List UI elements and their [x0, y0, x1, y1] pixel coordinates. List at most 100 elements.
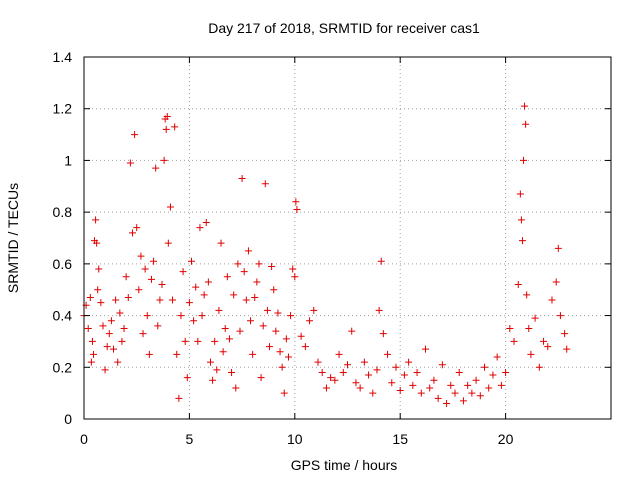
data-point — [525, 325, 533, 332]
data-point — [266, 343, 274, 351]
data-point — [122, 273, 130, 281]
data-point — [293, 206, 301, 214]
data-point — [489, 371, 497, 379]
data-point — [133, 224, 141, 232]
data-points — [80, 102, 571, 407]
data-point — [413, 368, 421, 376]
data-point — [426, 384, 434, 392]
data-point — [270, 286, 278, 294]
data-point — [143, 312, 151, 320]
y-axis-label: SRMTID / TECUs — [5, 183, 21, 293]
data-point — [522, 120, 530, 128]
data-point — [215, 306, 223, 314]
data-point — [292, 198, 300, 206]
data-point — [527, 350, 535, 358]
data-point — [156, 296, 164, 304]
data-point — [405, 358, 413, 366]
data-point — [455, 368, 463, 376]
data-point — [521, 102, 529, 110]
x-tick-label: 15 — [392, 431, 408, 447]
grid — [84, 57, 611, 419]
data-point — [356, 384, 364, 392]
data-point — [554, 244, 562, 252]
data-point — [145, 350, 153, 358]
data-point — [485, 384, 493, 392]
data-point — [561, 330, 569, 338]
data-point — [472, 376, 480, 384]
data-point — [377, 257, 385, 265]
data-point — [232, 384, 240, 392]
data-point — [447, 381, 455, 389]
data-point — [257, 374, 265, 382]
data-point — [365, 371, 373, 379]
y-tick-label: 1.4 — [53, 49, 73, 65]
data-point — [238, 175, 246, 183]
data-point — [459, 397, 467, 405]
data-point — [95, 265, 103, 273]
data-point — [194, 337, 202, 345]
data-point — [209, 376, 217, 384]
data-point — [314, 358, 322, 366]
data-point — [162, 125, 170, 133]
data-point — [306, 317, 314, 325]
data-point — [297, 332, 305, 340]
data-point — [169, 296, 177, 304]
data-point — [89, 350, 97, 358]
data-point — [242, 296, 250, 304]
data-point — [236, 327, 244, 335]
data-point — [497, 381, 505, 389]
data-point — [259, 322, 267, 330]
data-point — [430, 376, 438, 384]
axis-ticks: 0 0.2 0.4 0.6 0.8 1 1.2 1.4 0 5 10 15 20 — [53, 49, 611, 447]
data-point — [164, 239, 172, 247]
data-point — [179, 268, 187, 276]
data-point — [476, 392, 484, 400]
data-point — [263, 306, 271, 314]
data-point — [516, 190, 524, 198]
data-point — [493, 353, 501, 361]
y-tick-label: 0.6 — [53, 256, 73, 272]
data-point — [481, 363, 489, 371]
data-point — [409, 381, 417, 389]
y-tick-label: 0.4 — [53, 308, 73, 324]
data-point — [118, 337, 126, 345]
data-point — [88, 337, 96, 345]
data-point — [86, 293, 94, 301]
data-point — [348, 327, 356, 335]
data-point — [443, 399, 451, 407]
data-point — [139, 330, 147, 338]
data-point — [502, 368, 510, 376]
data-point — [128, 229, 136, 237]
data-point — [97, 299, 105, 307]
data-point — [103, 343, 111, 351]
data-point — [173, 350, 181, 358]
data-point — [451, 389, 459, 397]
data-point — [421, 345, 429, 353]
data-point — [268, 262, 276, 270]
data-point — [396, 387, 404, 395]
data-point — [234, 260, 242, 268]
data-point — [213, 366, 221, 374]
data-point — [137, 252, 145, 260]
data-point — [202, 218, 210, 226]
data-point — [379, 330, 387, 338]
data-point — [192, 283, 200, 291]
data-point — [392, 363, 400, 371]
data-point — [535, 363, 543, 371]
x-axis-label: GPS time / hours — [291, 457, 398, 473]
data-point — [120, 325, 128, 332]
data-point — [107, 317, 115, 325]
data-point — [110, 345, 118, 353]
data-point — [274, 309, 282, 317]
data-point — [280, 389, 288, 397]
data-point — [289, 265, 297, 273]
data-point — [327, 374, 335, 382]
data-point — [388, 379, 396, 387]
data-point — [219, 348, 227, 356]
data-point — [217, 239, 225, 247]
data-point — [230, 291, 238, 299]
data-point — [360, 358, 368, 366]
data-point — [335, 350, 343, 358]
data-point — [221, 325, 229, 332]
x-tick-label: 5 — [186, 431, 194, 447]
